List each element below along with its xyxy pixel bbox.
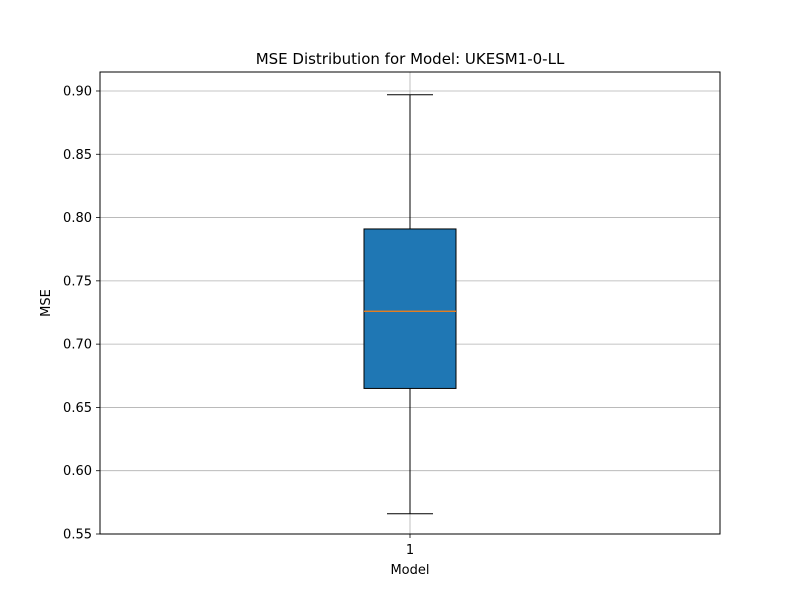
x-axis-label: Model (390, 563, 429, 578)
chart-title: MSE Distribution for Model: UKESM1-0-LL (256, 50, 565, 68)
y-tick-label: 0.70 (63, 338, 92, 353)
y-tick-label: 0.75 (63, 274, 92, 289)
box-series (363, 94, 457, 515)
y-tick-label: 0.90 (63, 84, 92, 99)
y-axis-label: MSE (39, 289, 54, 317)
y-tick-label: 0.65 (63, 401, 92, 416)
x-tick-label: 1 (406, 543, 414, 558)
y-tick-label: 0.60 (63, 464, 92, 479)
y-axis-ticks: 0.55 0.60 0.65 0.70 0.75 0.80 0.85 0.90 (63, 84, 100, 543)
plot-frame (99, 71, 721, 535)
y-tick-label: 0.80 (63, 211, 92, 226)
y-tick-label: 0.85 (63, 148, 92, 163)
y-tick-label: 0.55 (63, 528, 92, 543)
x-axis-ticks: 1 (406, 534, 414, 558)
box-iqr (363, 228, 457, 389)
